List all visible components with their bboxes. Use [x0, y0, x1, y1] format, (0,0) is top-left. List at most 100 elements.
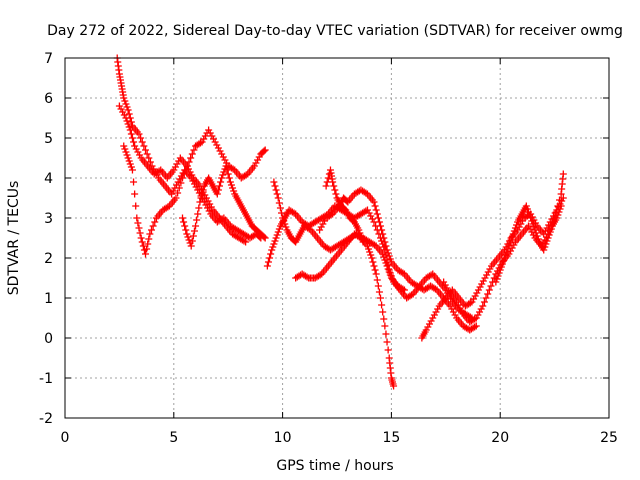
data-point	[375, 218, 383, 226]
data-point	[476, 308, 484, 316]
data-point	[425, 320, 433, 328]
data-point	[255, 153, 263, 161]
data-point	[502, 251, 510, 259]
data-point	[479, 302, 487, 310]
data-point	[218, 150, 226, 158]
data-point	[187, 242, 195, 250]
data-point	[187, 154, 195, 162]
data-point	[198, 138, 206, 146]
data-point	[140, 142, 148, 150]
y-tick-label: -2	[39, 411, 53, 427]
data-point	[195, 204, 203, 212]
x-tick-label: 0	[61, 430, 70, 446]
data-point	[190, 227, 198, 235]
data-point	[172, 194, 180, 202]
data-point	[385, 268, 393, 276]
data-point	[223, 166, 231, 174]
data-point	[164, 203, 172, 211]
x-tick-label: 5	[169, 430, 178, 446]
data-point	[125, 123, 133, 131]
data-point	[271, 237, 279, 245]
data-point	[526, 211, 534, 219]
y-tick-label: 5	[44, 131, 53, 147]
data-point	[555, 208, 563, 216]
data-point	[271, 182, 279, 190]
data-point	[541, 243, 549, 251]
data-point	[458, 307, 466, 315]
data-point	[443, 284, 451, 292]
data-point	[132, 202, 140, 210]
data-point	[260, 147, 268, 155]
data-point	[182, 226, 190, 234]
data-point	[143, 150, 151, 158]
data-point	[250, 162, 258, 170]
data-point	[193, 216, 201, 224]
data-point	[124, 120, 132, 128]
data-point	[330, 182, 338, 190]
data-point	[186, 168, 194, 176]
data-point	[226, 178, 234, 186]
data-point	[261, 146, 269, 154]
data-point	[372, 206, 380, 214]
data-point	[151, 218, 159, 226]
data-point	[381, 238, 389, 246]
data-point	[542, 240, 550, 248]
data-point	[531, 226, 539, 234]
data-point	[261, 234, 269, 242]
data-point	[358, 235, 366, 243]
data-point	[441, 281, 449, 289]
data-point	[390, 382, 398, 390]
data-point	[175, 157, 183, 165]
data-point	[230, 187, 238, 195]
data-point	[380, 234, 388, 242]
data-point	[471, 315, 479, 323]
data-point	[505, 242, 513, 250]
data-point	[316, 226, 324, 234]
data-point	[128, 134, 136, 142]
data-point	[508, 233, 516, 241]
data-point	[449, 308, 457, 316]
data-point	[188, 171, 196, 179]
data-point	[374, 282, 382, 290]
data-point	[131, 142, 139, 150]
data-point	[448, 305, 456, 313]
data-point	[320, 217, 328, 225]
data-point	[453, 298, 461, 306]
data-point	[127, 130, 135, 138]
data-point	[373, 276, 381, 284]
data-point	[122, 100, 130, 108]
data-point	[185, 236, 193, 244]
data-point	[272, 186, 280, 194]
data-point	[522, 202, 530, 210]
data-point	[400, 286, 408, 294]
data-point	[146, 230, 154, 238]
data-point	[210, 135, 218, 143]
chart-title: Day 272 of 2022, Sidereal Day-to-day VTE…	[47, 23, 623, 39]
data-point	[145, 154, 153, 162]
data-point	[196, 139, 204, 147]
data-point	[138, 238, 146, 246]
data-point	[365, 209, 373, 217]
data-point	[476, 283, 484, 291]
data-point	[134, 148, 142, 156]
data-point	[225, 174, 233, 182]
data-point	[373, 210, 381, 218]
data-point	[379, 250, 387, 258]
data-point	[509, 230, 517, 238]
data-point	[270, 178, 278, 186]
data-point	[206, 200, 214, 208]
series-track-3	[120, 126, 269, 258]
data-point	[534, 235, 542, 243]
data-point	[215, 182, 223, 190]
data-point	[276, 204, 284, 212]
data-point	[507, 236, 515, 244]
x-tick-label: 15	[382, 430, 400, 446]
data-point	[281, 220, 289, 228]
data-point	[510, 227, 518, 235]
series-track-2	[115, 102, 250, 246]
data-point	[479, 277, 487, 285]
data-point	[214, 186, 222, 194]
data-point	[375, 288, 383, 296]
data-point	[530, 223, 538, 231]
